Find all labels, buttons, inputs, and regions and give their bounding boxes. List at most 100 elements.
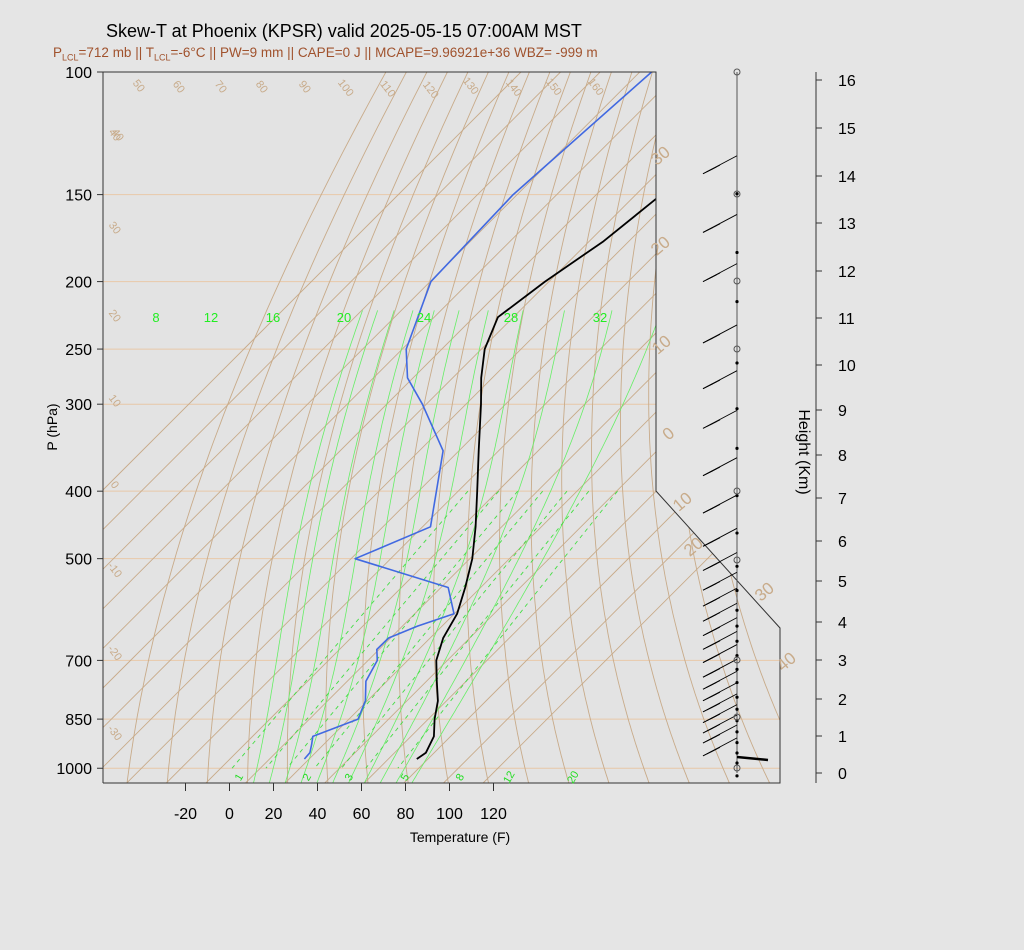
mixing-ratio-label: 3: [343, 772, 356, 783]
dry-adiabat-line: [591, 72, 653, 783]
moist-adiabat-label: 20: [337, 310, 351, 325]
height-tick-label: 6: [838, 534, 847, 551]
dry-adiabat-line: [804, 72, 971, 783]
moist-adiabat-label: 12: [204, 310, 218, 325]
moist-adiabat-label: 32: [593, 310, 607, 325]
height-marker: [733, 487, 741, 495]
x-tick-label: 40: [309, 806, 327, 823]
x-tick-label: 120: [480, 806, 507, 823]
isotherm-line: [205, 72, 780, 783]
isotherm-line: [103, 72, 680, 783]
dry-adiabat-line: [166, 72, 407, 783]
wind-barb: [702, 602, 739, 643]
moist-adiabat-line: [395, 310, 613, 783]
plot-area: [103, 72, 780, 783]
dry-adiabat-label: 30: [106, 220, 123, 237]
height-marker: [733, 345, 741, 353]
mixing-ratio-label: 5: [399, 772, 412, 783]
height-tick-label: 2: [838, 692, 847, 709]
isotherm-line: [103, 72, 601, 783]
moist-adiabat-line: [348, 310, 489, 783]
dry-adiabat-line: [530, 72, 612, 783]
dry-adiabat-label: 50: [130, 78, 147, 95]
mixing-ratio-line: [397, 490, 618, 769]
dry-adiabat-label: 40: [109, 127, 126, 144]
dry-adiabat-line: [247, 72, 448, 783]
moist-adiabat-line: [379, 310, 565, 783]
height-tick-label: 13: [838, 216, 856, 233]
wind-barb: [702, 552, 739, 593]
isotherm-line: [103, 72, 561, 783]
isotherm-line: [103, 72, 522, 783]
wind-barb: [702, 527, 739, 568]
wind-barb: [702, 324, 739, 365]
height-axis-label: Height (Km): [795, 409, 812, 494]
y-tick-label: 250: [65, 342, 92, 359]
wind-barb: [702, 263, 739, 304]
wind-barb: [702, 631, 739, 672]
wind-barb: [702, 658, 739, 699]
height-tick-label: 1: [838, 729, 847, 746]
y-tick-label: 850: [65, 712, 92, 729]
height-tick-label: 0: [838, 766, 847, 783]
dry-adiabat-line: [873, 72, 1024, 783]
isotherm-line: [284, 72, 780, 783]
y-tick-label: 400: [65, 484, 92, 501]
dry-adiabat-line: [286, 72, 469, 783]
wind-barb: [702, 644, 739, 685]
mixing-ratio-label: 2: [301, 772, 314, 783]
dry-adiabat-line: [432, 72, 551, 783]
plot-background: [103, 72, 780, 783]
wind-barb: [702, 155, 739, 196]
height-marker: [733, 190, 741, 198]
mixing-ratio-label: 20: [565, 769, 582, 786]
wind-barb: [702, 704, 739, 745]
height-tick-label: 10: [838, 358, 856, 375]
dry-adiabat-label: 80: [253, 79, 270, 96]
x-tick-label: 0: [225, 806, 234, 823]
wind-barb: [702, 617, 739, 658]
height-tick-label: 16: [838, 73, 856, 90]
wind-barb: [702, 457, 739, 498]
y-tick-label: 700: [65, 653, 92, 670]
dry-adiabat-label: 60: [170, 79, 187, 96]
mixing-ratio-line: [286, 490, 519, 769]
wind-barb: [702, 724, 739, 765]
mixing-ratio-line: [314, 490, 544, 769]
wind-barb: [702, 670, 739, 711]
wind-barb: [702, 714, 739, 755]
y-tick-label: 1000: [56, 761, 92, 778]
moist-adiabat-line: [300, 310, 414, 783]
isotherm-line: [482, 72, 780, 783]
x-axis-label: Temperature (F): [410, 829, 510, 845]
dry-adiabat-line: [206, 72, 428, 783]
x-tick-label: 80: [397, 806, 415, 823]
isotherm-line: [103, 72, 759, 783]
height-tick-label: 11: [838, 311, 855, 328]
dewpoint-line: [303, 72, 653, 760]
dry-adiabat-line: [398, 72, 530, 783]
dry-adiabat-line: [648, 72, 730, 783]
height-tick-label: 3: [838, 653, 847, 670]
dry-adiabat-line: [126, 72, 387, 783]
isotherm-label: 0: [659, 423, 678, 444]
mixing-ratio-line: [231, 490, 469, 769]
chart-subtitle: PLCL=712 mb || TLCL=-6°C || PW=9 mm || C…: [53, 45, 598, 63]
dry-adiabat-line: [620, 72, 690, 783]
moist-adiabat-label: 28: [504, 310, 518, 325]
dry-adiabat-line: [325, 72, 489, 783]
mixing-ratio-label: 12: [501, 769, 518, 786]
dry-adiabat-line: [851, 72, 1024, 783]
height-tick-label: 8: [838, 448, 847, 465]
height-marker: [733, 556, 741, 564]
moist-adiabat-line: [363, 310, 524, 783]
wind-barb: [702, 214, 739, 255]
temperature-line: [416, 72, 776, 760]
dry-adiabat-line: [466, 72, 571, 783]
moist-adiabat-line: [284, 310, 395, 783]
moist-adiabat-line: [316, 310, 435, 783]
moist-adiabat-label: 24: [417, 310, 431, 325]
height-tick-label: 9: [838, 403, 847, 420]
dry-adiabat-label: 20: [106, 308, 123, 325]
